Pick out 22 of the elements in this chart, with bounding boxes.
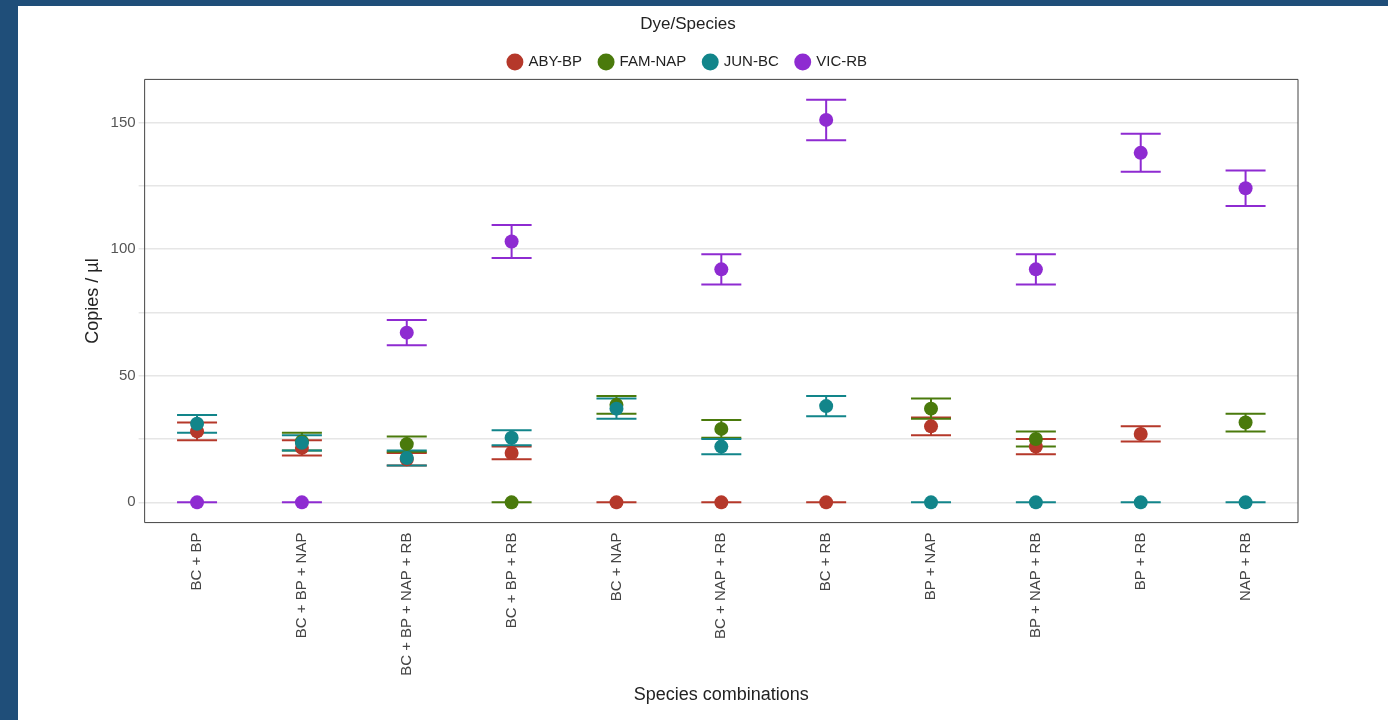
x-tick-label: BC + BP + NAP + RB — [396, 532, 414, 676]
legend-label: ABY-BP — [528, 52, 583, 70]
x-tick-label: BC + NAP + RB — [711, 532, 729, 640]
legend-label: JUN-BC — [723, 52, 779, 70]
x-tick-label: BC + NAP — [606, 532, 624, 602]
x-tick-label: BC + RB — [816, 532, 834, 592]
x-tick-label: BC + BP + RB — [501, 532, 519, 629]
y-tick-label: 150 — [110, 112, 136, 130]
x-tick-label: BP + RB — [1130, 532, 1148, 591]
x-tick-label: BP + NAP — [921, 532, 939, 601]
y-axis-title: Copies / µl — [81, 258, 102, 344]
y-tick-label: 100 — [110, 239, 136, 257]
y-tick-label: 50 — [118, 365, 136, 383]
x-axis-title: Species combinations — [633, 684, 809, 705]
x-tick-label: NAP + RB — [1235, 532, 1253, 602]
legend-label: VIC-RB — [816, 52, 868, 70]
legend-label: FAM-NAP — [619, 52, 687, 70]
x-tick-label: BP + NAP + RB — [1026, 532, 1044, 638]
y-tick-label: 0 — [127, 492, 136, 510]
legend-title: Dye/Species — [640, 14, 736, 34]
x-tick-label: BC + BP + NAP — [292, 532, 310, 639]
x-tick-label: BC + BP — [187, 532, 205, 591]
